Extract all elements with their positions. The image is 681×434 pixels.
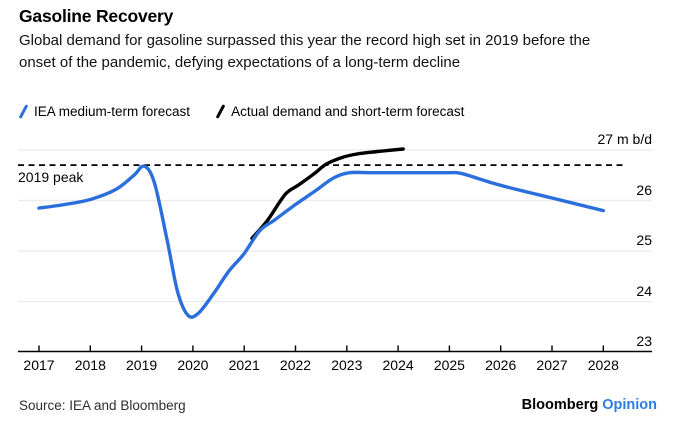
x-axis-label: 2026 <box>485 357 517 373</box>
y-axis-label: 23 <box>636 333 652 349</box>
x-axis-label: 2028 <box>587 357 619 373</box>
y-axis-label: 24 <box>636 282 652 299</box>
legend-label: IEA medium-term forecast <box>34 104 191 119</box>
x-axis-label: 2019 <box>126 357 158 373</box>
chart-subtitle: Global demand for gasoline surpassed thi… <box>19 32 591 71</box>
legend-item-actual-demand: Actual demand and short-term forecast <box>215 104 465 119</box>
x-axis-label: 2017 <box>23 357 55 373</box>
brand-opinion: Opinion <box>602 397 657 413</box>
x-axis-label: 2022 <box>279 357 312 373</box>
x-axis-label: 2018 <box>74 357 106 373</box>
chart-title: Gasoline Recovery <box>19 6 174 26</box>
peak-annotation: 2019 peak <box>18 169 84 185</box>
x-axis-label: 2021 <box>228 357 260 373</box>
x-axis-label: 2024 <box>382 357 414 373</box>
source-note: Source: IEA and Bloomberg <box>19 398 186 413</box>
brand-bloomberg: Bloomberg <box>521 397 599 413</box>
y-axis-label: 26 <box>636 181 652 198</box>
chart-legend: IEA medium-term forecast Actual demand a… <box>18 104 465 119</box>
legend-label: Actual demand and short-term forecast <box>231 104 465 119</box>
bloomberg-opinion-logo: Bloomberg Opinion <box>522 397 657 413</box>
series-line-iea-forecast <box>37 164 605 319</box>
x-axis-label: 2023 <box>331 357 363 373</box>
legend-item-iea-forecast: IEA medium-term forecast <box>18 104 191 119</box>
y-axis-label: 25 <box>636 232 652 248</box>
x-axis-label: 2027 <box>536 357 568 373</box>
series-line-actual-demand <box>250 147 405 241</box>
x-axis-label: 2025 <box>433 357 465 373</box>
y-axis-label: 27 m b/d <box>597 131 652 147</box>
x-axis-label: 2020 <box>177 357 209 373</box>
